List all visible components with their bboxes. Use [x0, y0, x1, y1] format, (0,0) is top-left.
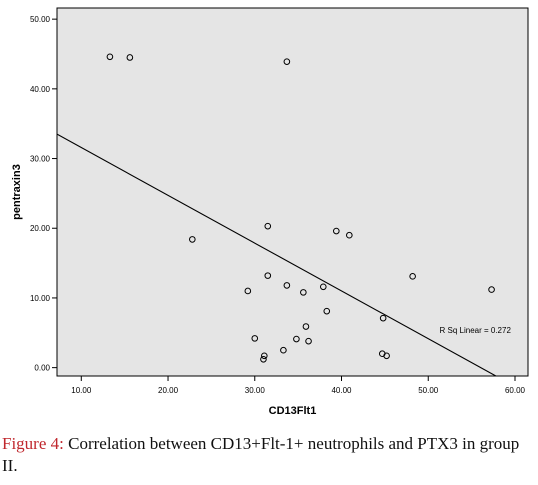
data-point	[189, 236, 196, 243]
data-point	[260, 355, 267, 363]
x-tick-label: 20.00	[158, 386, 179, 395]
x-tick-label: 40.00	[331, 386, 352, 395]
r-squared-annotation: R Sq Linear = 0.272	[440, 326, 512, 335]
data-point	[280, 346, 287, 354]
data-point	[305, 337, 312, 345]
data-point	[319, 283, 327, 291]
data-point	[409, 273, 416, 280]
data-point	[323, 307, 331, 315]
data-point	[300, 289, 307, 296]
figure-label: Figure 4:	[2, 434, 64, 453]
fit-line-layer	[57, 133, 497, 376]
data-point	[106, 53, 114, 61]
y-axis-title: pentraxin3	[11, 164, 23, 220]
y-axis: 0.00 10.00 20.00 30.00 40.00 50.00	[30, 15, 57, 373]
data-point	[261, 352, 268, 360]
x-tick-label: 60.00	[505, 386, 526, 395]
data-point	[293, 335, 300, 343]
data-point	[251, 335, 259, 342]
x-tick-label: 10.00	[71, 386, 92, 395]
x-tick-label: 30.00	[245, 386, 266, 395]
data-point	[126, 54, 134, 61]
y-tick-label: 10.00	[30, 294, 51, 303]
fit-line	[57, 133, 497, 376]
x-axis-title: CD13Flt1	[269, 405, 317, 417]
data-point	[333, 227, 340, 235]
y-tick-label: 40.00	[30, 85, 51, 94]
x-axis: 10.00 20.00 30.00 40.00 50.00 60.00	[71, 376, 526, 395]
plot-area	[56, 7, 529, 377]
points-layer	[106, 53, 495, 363]
data-point	[244, 287, 252, 295]
y-tick-label: 30.00	[30, 155, 51, 164]
scatter-chart: 10.00 20.00 30.00 40.00 50.00 60.00 0.00 10.00…	[11, 7, 529, 417]
figure-caption: Figure 4: Correlation between CD13+Flt-1…	[2, 433, 536, 477]
data-point	[283, 58, 291, 65]
data-point	[264, 272, 272, 279]
data-point	[346, 231, 353, 239]
data-point	[379, 314, 387, 322]
y-tick-label: 0.00	[34, 364, 50, 373]
data-point	[383, 352, 390, 360]
figure-caption-text: Correlation between CD13+Flt-1+ neutroph…	[2, 434, 520, 475]
y-tick-label: 50.00	[30, 15, 51, 24]
data-point	[283, 282, 291, 289]
data-point	[488, 286, 495, 293]
data-point	[302, 323, 310, 330]
x-tick-label: 50.00	[418, 386, 439, 395]
y-tick-label: 20.00	[30, 224, 51, 233]
data-point	[264, 222, 272, 230]
